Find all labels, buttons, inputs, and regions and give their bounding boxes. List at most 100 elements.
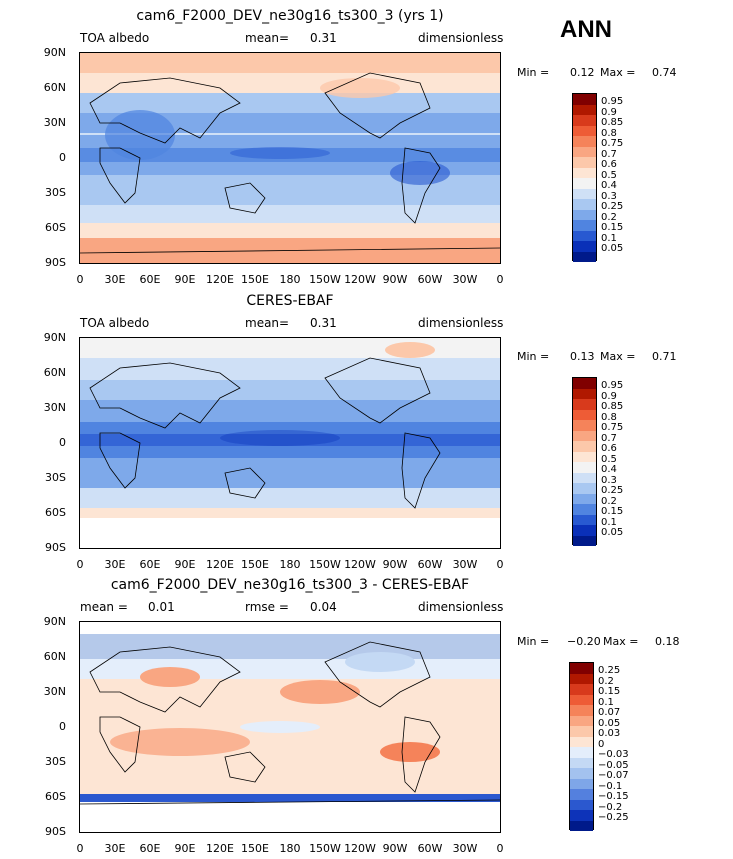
colorbar: [572, 93, 597, 262]
colorbar-swatch: [573, 525, 596, 536]
colorbar-label: 0.7: [601, 433, 617, 444]
colorbar: [572, 377, 597, 546]
panel-title: cam6_F2000_DEV_ne30g16_ts300_3 (yrs 1): [136, 8, 444, 24]
colorbar-label: 0.2: [601, 212, 617, 223]
colorbar-label: 0.15: [601, 506, 624, 517]
lon-tick: 0: [496, 273, 504, 286]
lat-tick: 90S: [45, 825, 66, 838]
colorbar-label: −0.1: [598, 781, 623, 792]
colorbar-swatch: [570, 736, 593, 747]
colorbar-swatch: [573, 220, 596, 231]
min-label: Min =: [517, 635, 550, 648]
colorbar-swatch: [573, 399, 596, 410]
mean-label: mean=: [245, 316, 290, 330]
colorbar-swatch: [570, 820, 593, 831]
panel-title: cam6_F2000_DEV_ne30g16_ts300_3 - CERES-E…: [110, 577, 470, 593]
lon-tick: 60W: [417, 273, 443, 286]
units-label: dimensionless: [418, 600, 504, 614]
colorbar-swatch: [573, 514, 596, 525]
lat-tick: 30S: [45, 186, 66, 199]
colorbar-swatch: [573, 493, 596, 504]
diff-mean-label: mean =: [80, 600, 128, 614]
lat-tick: 90N: [43, 615, 66, 628]
colorbar-swatch: [570, 768, 593, 779]
colorbar-swatch: [570, 715, 593, 726]
colorbar-label: 0.95: [601, 380, 624, 391]
colorbar-swatch: [570, 747, 593, 758]
lon-tick: 30W: [452, 842, 478, 855]
colorbar-label: 0.05: [598, 718, 621, 729]
max-value: 0.74: [652, 66, 677, 79]
lat-tick: 30N: [43, 685, 66, 698]
colorbar-label: −0.07: [598, 770, 629, 781]
mean-label: mean=: [245, 31, 290, 45]
map-panel: [79, 337, 501, 549]
colorbar-swatch: [570, 757, 593, 768]
colorbar-label: −0.05: [598, 760, 629, 771]
colorbar-swatch: [573, 251, 596, 262]
field-label: TOA albedo: [80, 31, 150, 45]
lon-tick: 120E: [206, 842, 234, 855]
map-panel: [79, 621, 501, 833]
colorbar-swatch: [573, 483, 596, 494]
colorbar-swatch: [573, 451, 596, 462]
colorbar-swatch: [570, 705, 593, 716]
lon-tick: 180: [279, 558, 301, 571]
lon-tick: 150E: [241, 842, 269, 855]
lat-tick: 0: [59, 720, 66, 733]
colorbar-swatch: [573, 199, 596, 210]
lon-tick: 30E: [104, 558, 126, 571]
min-value: 0.13: [570, 350, 595, 363]
min-value: −0.20: [567, 635, 601, 648]
colorbar-label: 0.03: [598, 728, 621, 739]
lat-tick: 30S: [45, 471, 66, 484]
lon-tick: 120E: [206, 273, 234, 286]
colorbar-label: 0.1: [601, 233, 617, 244]
lat-tick: 30N: [43, 116, 66, 129]
colorbar: [569, 662, 594, 831]
colorbar-label: 0.85: [601, 401, 624, 412]
lon-tick: 90W: [382, 842, 408, 855]
lat-tick: 60N: [43, 650, 66, 663]
colorbar-swatch: [573, 472, 596, 483]
colorbar-swatch: [573, 188, 596, 199]
colorbar-swatch: [573, 504, 596, 515]
lon-tick: 0: [76, 273, 84, 286]
colorbar-label: 0.25: [598, 665, 621, 676]
colorbar-label: 0.2: [598, 676, 614, 687]
map-field: [80, 338, 500, 548]
colorbar-swatch: [573, 209, 596, 220]
lon-tick: 150W: [309, 273, 341, 286]
colorbar-label: 0: [598, 739, 605, 750]
lon-tick: 30E: [104, 842, 126, 855]
lon-tick: 30E: [104, 273, 126, 286]
colorbar-swatch: [573, 230, 596, 241]
lat-tick: 90S: [45, 541, 66, 554]
map-field: [80, 622, 500, 832]
colorbar-label: 0.3: [601, 475, 617, 486]
lon-tick: 90W: [382, 273, 408, 286]
lon-tick: 150E: [241, 273, 269, 286]
lon-tick: 60E: [139, 273, 161, 286]
lon-tick: 30W: [452, 558, 478, 571]
lon-tick: 120W: [344, 273, 376, 286]
lon-tick: 0: [496, 842, 504, 855]
colorbar-label: 0.9: [601, 391, 617, 402]
colorbar-swatch: [570, 694, 593, 705]
colorbar-label: 0.25: [601, 201, 624, 212]
colorbar-label: 0.25: [601, 485, 624, 496]
lon-tick: 150W: [309, 842, 341, 855]
colorbar-swatch: [573, 378, 596, 389]
colorbar-swatch: [573, 146, 596, 157]
colorbar-swatch: [573, 167, 596, 178]
colorbar-label: 0.4: [601, 180, 617, 191]
season-label: ANN: [560, 16, 612, 43]
lon-tick: 60E: [139, 558, 161, 571]
colorbar-swatch: [573, 115, 596, 126]
field-label: TOA albedo: [80, 316, 150, 330]
lon-tick: 120E: [206, 558, 234, 571]
colorbar-swatch: [573, 441, 596, 452]
max-label: Max =: [600, 66, 636, 79]
lat-tick: 90N: [43, 46, 66, 59]
rmse-label: rmse =: [245, 600, 289, 614]
